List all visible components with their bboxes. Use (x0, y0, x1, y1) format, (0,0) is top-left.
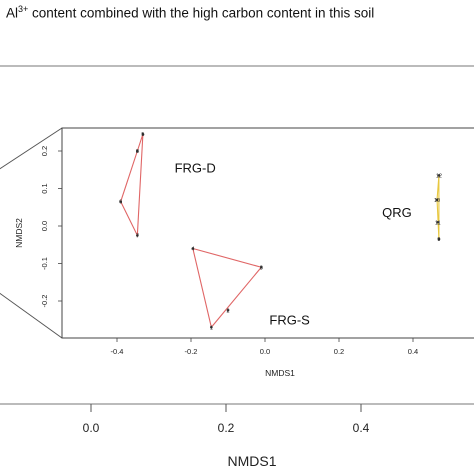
group-label-frg-s: FRG-S (269, 312, 310, 327)
group-labels: FRG-D FRG-S QRG (175, 161, 412, 328)
point-label: 11 (435, 220, 441, 226)
outer-tick-label-1: 0.2 (218, 421, 235, 435)
group-label-frg-d: FRG-D (175, 161, 216, 176)
inner-x-tick-label: 0.4 (408, 347, 418, 356)
hull-frg-d (120, 133, 144, 238)
inner-x-tick-label: 0.0 (260, 347, 270, 356)
caption-superscript: 3+ (18, 4, 29, 14)
data-point (119, 200, 122, 203)
inner-y-tick-label: 0.2 (40, 146, 49, 156)
group-label-qrg: QRG (382, 205, 412, 220)
inner-x-tick-label: 0.2 (334, 347, 344, 356)
point-label: 10 (434, 198, 440, 204)
data-point (226, 309, 230, 312)
outer-x-axis-label: NMDS1 (227, 453, 276, 469)
data-point (191, 247, 195, 250)
inner-y-tick-label: 0.0 (40, 221, 49, 231)
figure-caption: Al3+ content combined with the high carb… (6, 4, 474, 21)
data-point (141, 132, 145, 136)
caption-prefix: Al (6, 5, 19, 21)
data-point (136, 234, 139, 237)
data-point (437, 237, 441, 241)
inner-x-axis-label: NMDS1 (265, 368, 295, 378)
point-label: 9 (437, 237, 440, 243)
point-label: 7 (136, 233, 139, 239)
data-point (435, 198, 439, 202)
caption-rest: content combined with the high carbon co… (28, 5, 375, 21)
data-point (437, 174, 441, 177)
data-point (136, 149, 139, 153)
inner-y-tick-label: -0.2 (40, 295, 49, 308)
hull-frg-s (192, 247, 263, 329)
point-label: 5 (141, 132, 144, 138)
inner-x-tick-label: -0.2 (185, 347, 198, 356)
inner-plot-area (61, 127, 474, 339)
outer-tick-label-2: 0.4 (353, 421, 370, 435)
point-label: 2 (226, 308, 229, 314)
inner-y-tick-label: 0.1 (40, 183, 49, 193)
hull-qrg (436, 175, 440, 240)
point-label: 12 (436, 173, 442, 179)
group-hulls (120, 133, 440, 329)
data-points: 5 8 6 7 4 3 2 1 12 10 11 9 (119, 132, 442, 331)
point-label: 4 (191, 247, 194, 253)
inner-y-axis: -0.2 -0.1 0.0 0.1 0.2 (40, 146, 62, 308)
data-point (260, 265, 263, 269)
data-point (436, 220, 440, 224)
inner-y-axis-label: NMDS2 (14, 218, 24, 248)
point-label: 1 (210, 325, 213, 331)
outer-tick-label-0: 0.0 (83, 421, 100, 435)
zoom-connector-lower (0, 292, 63, 339)
outer-x-axis: 0.0 0.2 0.4 NMDS1 (83, 404, 370, 469)
inner-x-axis: -0.4 -0.2 0.0 0.2 0.4 (111, 338, 418, 356)
point-label: 3 (260, 265, 263, 271)
point-label: 6 (119, 200, 122, 206)
inner-y-tick-label: -0.1 (40, 257, 49, 270)
outer-plot-frame (0, 65, 474, 405)
inner-x-tick-label: -0.4 (111, 347, 124, 356)
zoom-connector (0, 127, 63, 170)
data-point (210, 325, 213, 329)
point-label: 8 (136, 149, 139, 155)
